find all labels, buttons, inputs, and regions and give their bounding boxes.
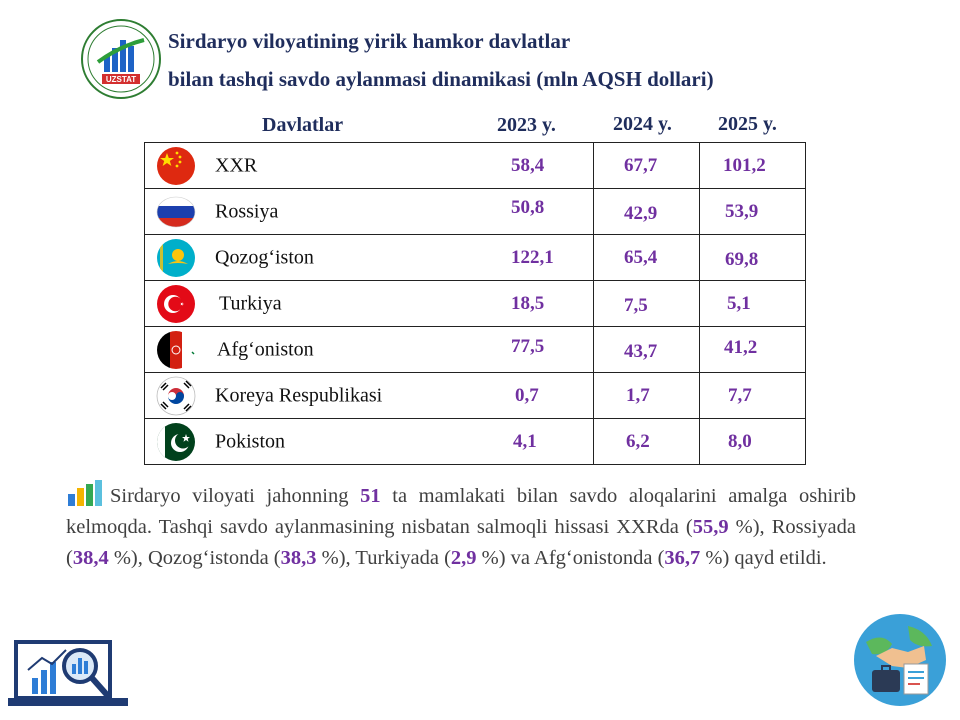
value-cell: 67,7 [593, 142, 700, 189]
country-name: Turkiya [219, 292, 282, 314]
korea-flag-icon [156, 376, 196, 415]
page-title-line2: bilan tashqi savdo aylanmasi dinamikasi … [168, 67, 714, 91]
country-name: Rossiya [215, 200, 279, 222]
value-2023: 0,7 [515, 385, 539, 406]
column-header-country: Davlatlar [262, 114, 344, 136]
trade-table: XXR 58,4 67,7 101,2 [144, 142, 806, 465]
value-2025: 41,2 [724, 337, 758, 358]
value-cell: 8,0 [699, 418, 806, 465]
value-cell: 7,5 [593, 280, 700, 327]
page-title-line1: Sirdaryo viloyatining yirik hamkor davla… [168, 29, 571, 53]
value-2024: 65,4 [624, 247, 658, 268]
country-cell: Koreya Respublikasi 0,7 [144, 372, 594, 419]
country-cell: Qozog‘iston 122,1 [144, 234, 594, 281]
value-cell: 53,9 [699, 188, 806, 235]
value-2025: 101,2 [723, 155, 766, 176]
value-cell: 43,7 [593, 326, 700, 373]
column-header-2025: 2025 y. [718, 113, 777, 135]
handshake-globe-icon [854, 614, 946, 706]
column-header-2024: 2024 y. [613, 113, 672, 135]
value-2024: 43,7 [624, 341, 658, 362]
value-cell: 5,1 [699, 280, 806, 327]
value-2025: 7,7 [728, 385, 752, 406]
summary-text: Sirdaryo viloyati jahonning [110, 485, 361, 507]
bar-chart-icon [68, 480, 102, 506]
value-2023: 50,8 [511, 197, 545, 218]
share-value: 38,4 [72, 547, 109, 569]
value-2023: 4,1 [513, 431, 537, 452]
afghanistan-flag-icon [157, 330, 195, 369]
country-name: Qozog‘iston [215, 246, 314, 268]
pakistan-flag-icon [157, 422, 195, 461]
value-2024: 1,7 [626, 385, 650, 406]
logo-text: UZSTAT [106, 75, 136, 84]
uzstat-logo-icon: UZSTAT [81, 19, 161, 99]
table-row: Rossiya 50,8 42,9 53,9 [144, 188, 806, 235]
summary-text: %) va Afg‘onistonda ( [476, 547, 665, 569]
country-cell: Afg‘oniston 77,5 [144, 326, 594, 373]
value-2024: 42,9 [624, 203, 658, 224]
country-name: XXR [215, 154, 258, 176]
share-value: 36,7 [664, 547, 701, 569]
value-2023: 77,5 [511, 336, 545, 357]
table-row: Pokiston 4,1 6,2 8,0 [144, 418, 806, 465]
value-cell: 6,2 [593, 418, 700, 465]
table-row: Qozog‘iston 122,1 65,4 69,8 [144, 234, 806, 281]
table-row: Koreya Respublikasi 0,7 1,7 7,7 [144, 372, 806, 419]
table-row: Afg‘oniston 77,5 43,7 41,2 [144, 326, 806, 373]
summary-paragraph: Sirdaryo viloyati jahonning 51 ta mamlak… [66, 480, 856, 574]
value-2025: 5,1 [727, 293, 751, 314]
country-cell: XXR 58,4 [144, 142, 594, 189]
share-value: 55,9 [692, 516, 729, 538]
china-flag-icon [157, 146, 195, 185]
value-cell: 1,7 [593, 372, 700, 419]
value-cell: 42,9 [593, 188, 700, 235]
country-cell: Turkiya 18,5 [144, 280, 594, 327]
share-value: 38,3 [280, 547, 317, 569]
table-row: Turkiya 18,5 7,5 5,1 [144, 280, 806, 327]
kazakhstan-flag-icon [157, 238, 195, 277]
column-header-2023: 2023 y. [497, 114, 556, 136]
turkey-flag-icon [157, 284, 195, 323]
country-name: Koreya Respublikasi [215, 384, 383, 406]
value-2024: 67,7 [624, 155, 658, 176]
russia-flag-icon [156, 196, 196, 227]
value-2025: 8,0 [728, 431, 752, 452]
country-cell: Rossiya 50,8 [144, 188, 594, 235]
value-cell: 41,2 [699, 326, 806, 373]
summary-text: %), Turkiyada ( [316, 547, 451, 569]
value-2023: 18,5 [511, 293, 545, 314]
laptop-analytics-icon [8, 640, 128, 706]
table-row: XXR 58,4 67,7 101,2 [144, 142, 806, 189]
value-2023: 58,4 [511, 155, 545, 176]
value-cell: 69,8 [699, 234, 806, 281]
value-cell: 101,2 [699, 142, 806, 189]
value-cell: 65,4 [593, 234, 700, 281]
value-2025: 53,9 [725, 201, 759, 222]
country-name: Pokiston [215, 430, 286, 452]
value-2024: 7,5 [624, 295, 648, 316]
summary-text: %), Rossiyada ( [66, 516, 856, 569]
value-cell: 7,7 [699, 372, 806, 419]
country-count: 51 [360, 485, 381, 507]
summary-text: %) qayd etildi. [700, 547, 827, 569]
summary-text: ta mamlakati bilan savdo aloqalarini ama… [66, 485, 856, 538]
share-value: 2,9 [450, 547, 477, 569]
value-2024: 6,2 [626, 431, 650, 452]
country-cell: Pokiston 4,1 [144, 418, 594, 465]
value-2025: 69,8 [725, 249, 759, 270]
value-2023: 122,1 [511, 247, 554, 268]
country-name: Afg‘oniston [217, 338, 314, 360]
summary-text: %), Qozog‘istonda ( [108, 547, 281, 569]
